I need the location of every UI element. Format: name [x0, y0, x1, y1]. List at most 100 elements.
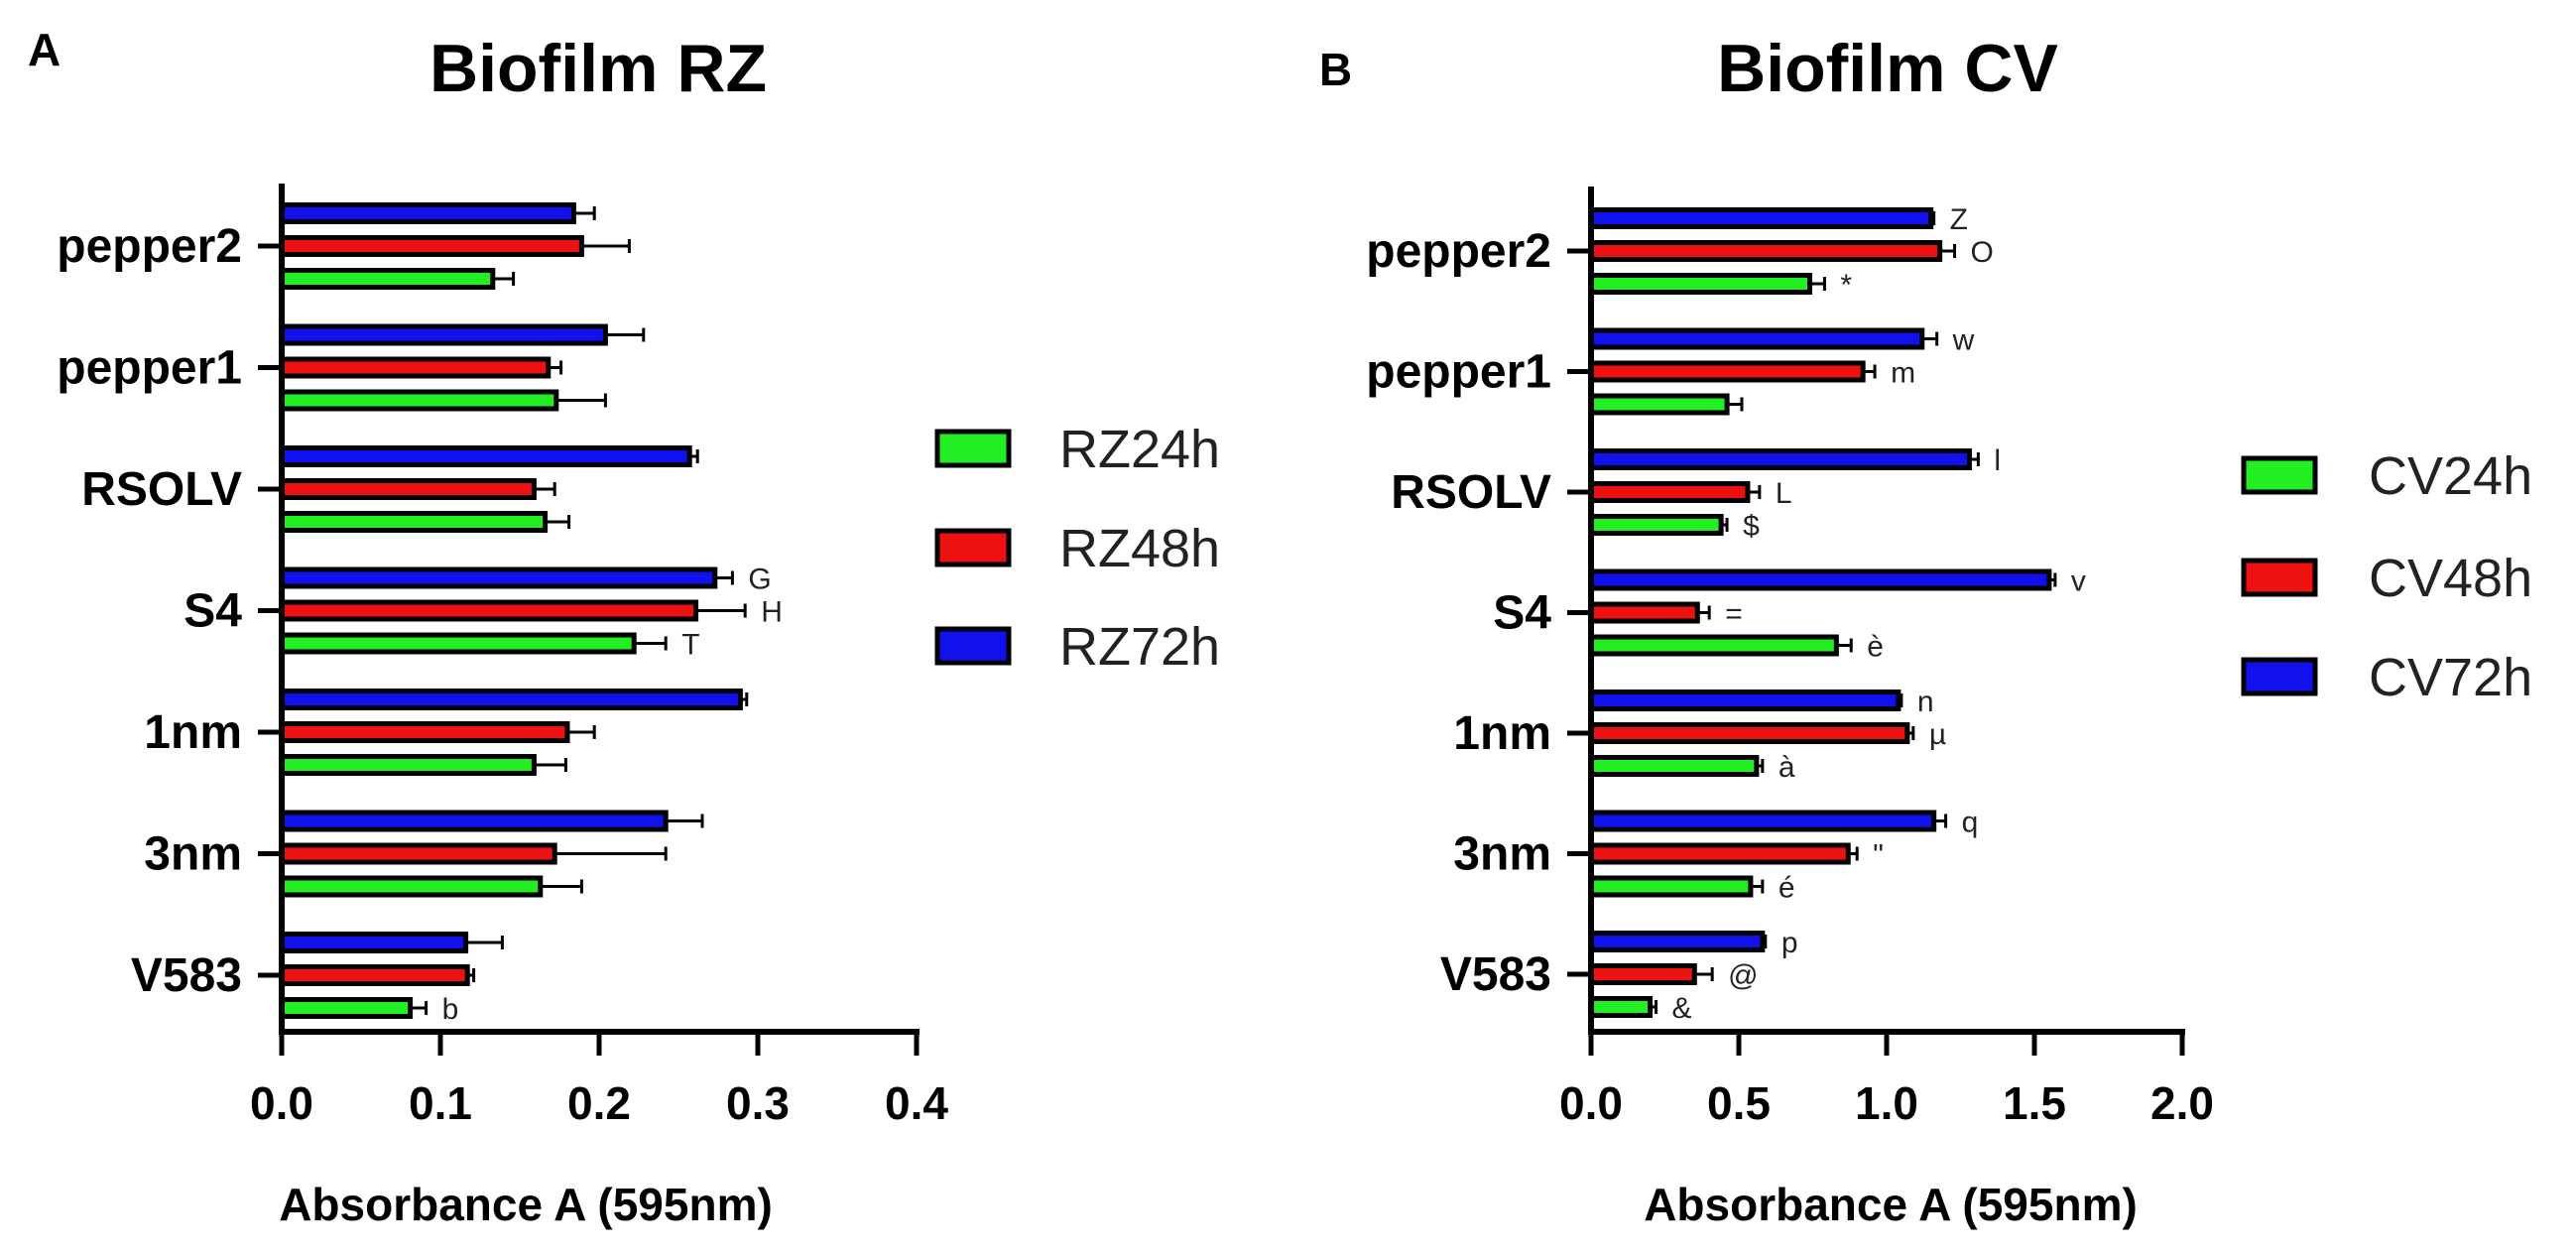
- data-annotation: Z: [1950, 203, 1968, 236]
- legend-swatch: [934, 528, 1012, 567]
- category-label: S4: [184, 585, 242, 638]
- bar: [279, 689, 743, 710]
- category-label: pepper1: [1366, 346, 1551, 399]
- bar: [1588, 810, 1937, 832]
- category-label: V583: [131, 949, 242, 1002]
- data-annotation: b: [442, 993, 459, 1026]
- legend-swatch: [934, 626, 1012, 666]
- legend-label: CV24h: [2369, 446, 2532, 506]
- panel-a: A Biofilm RZ pepper2 pepper1 RSOLV T HG S4 1nm…: [28, 24, 1220, 1230]
- legend-label: RZ24h: [1059, 420, 1220, 479]
- data-annotation: µ: [1929, 718, 1946, 751]
- data-annotation: à: [1779, 751, 1795, 784]
- data-annotation: =: [1725, 598, 1743, 631]
- category-label: 3nm: [1453, 828, 1551, 881]
- category-label: RSOLV: [81, 463, 242, 516]
- data-annotation: p: [1781, 927, 1798, 959]
- x-tick-label: 0.2: [567, 1077, 631, 1129]
- bar: [1588, 240, 1943, 262]
- bar: [1588, 690, 1901, 711]
- bar: [279, 235, 584, 257]
- bar: [1588, 360, 1866, 383]
- legend-label: RZ48h: [1059, 519, 1220, 578]
- category-label: pepper1: [57, 342, 242, 395]
- bar: [279, 997, 414, 1019]
- bar: [279, 202, 576, 224]
- bar: [1588, 931, 1766, 952]
- bar: [1588, 273, 1813, 295]
- x-tick-label: 1.5: [2003, 1077, 2066, 1129]
- category-label: 1nm: [144, 706, 242, 759]
- legend-swatch: [2241, 455, 2318, 495]
- data-annotation: O: [1971, 236, 1994, 269]
- bar: [279, 268, 496, 290]
- bar: [1588, 963, 1697, 985]
- x-tick-label: 0.1: [409, 1077, 472, 1129]
- bar: [1588, 514, 1724, 536]
- data-annotation: m: [1891, 357, 1915, 390]
- bar: [1588, 393, 1730, 416]
- panel-letter: A: [28, 24, 61, 75]
- data-annotation: $: [1743, 510, 1760, 543]
- bar: [279, 511, 549, 533]
- data-annotation: T: [681, 629, 699, 662]
- data-annotation: ": [1873, 839, 1884, 872]
- bar: [279, 599, 699, 622]
- bar: [1588, 448, 1972, 470]
- bar: [1588, 601, 1700, 624]
- bar: [1588, 875, 1754, 898]
- bar: [279, 566, 718, 589]
- x-tick-label: 0.3: [726, 1077, 790, 1129]
- bar: [279, 721, 570, 743]
- chart-title: Biofilm CV: [1717, 31, 2058, 106]
- x-tick-label: 2.0: [2150, 1077, 2214, 1129]
- data-annotation: n: [1917, 686, 1934, 718]
- data-annotation: @: [1728, 959, 1758, 992]
- data-annotation: l: [1994, 444, 2001, 477]
- x-tick-label: 0.4: [885, 1077, 948, 1129]
- data-annotation: è: [1867, 631, 1884, 664]
- x-axis-title: Absorbance A (595nm): [279, 1179, 773, 1230]
- bar: [1588, 481, 1751, 503]
- x-tick-label: 0.0: [1559, 1077, 1623, 1129]
- bar: [1588, 207, 1934, 229]
- x-axis-title: Absorbance A (595nm): [1644, 1179, 2138, 1230]
- data-annotation: v: [2071, 565, 2086, 598]
- category-label: V583: [1440, 948, 1551, 1001]
- legend-swatch: [2241, 657, 2318, 696]
- legend-label: CV48h: [2369, 549, 2532, 608]
- bar: [1588, 996, 1654, 1018]
- bar: [1588, 634, 1839, 657]
- category-label: S4: [1493, 587, 1551, 640]
- legend-swatch: [2241, 558, 2318, 597]
- data-annotation: w: [1952, 324, 1975, 357]
- bar: [279, 323, 608, 346]
- bar: [279, 875, 544, 898]
- x-tick-label: 1.0: [1855, 1077, 1918, 1129]
- legend-label: RZ72h: [1059, 617, 1220, 677]
- category-label: 1nm: [1453, 707, 1551, 760]
- bar: [279, 478, 537, 500]
- data-annotation: &: [1672, 992, 1692, 1025]
- bar: [279, 445, 692, 467]
- bar: [279, 810, 669, 832]
- bar: [1588, 327, 1925, 350]
- bar: [279, 932, 469, 953]
- data-annotation: G: [748, 564, 771, 596]
- data-annotation: q: [1962, 807, 1979, 839]
- chart-title: Biofilm RZ: [429, 31, 767, 106]
- legend-swatch: [934, 429, 1012, 468]
- category-label: 3nm: [144, 828, 242, 881]
- bar: [279, 356, 552, 379]
- category-label: pepper2: [1366, 225, 1551, 278]
- panel-letter: B: [1319, 44, 1352, 95]
- bar: [1588, 755, 1760, 777]
- bar: [279, 842, 557, 865]
- data-annotation: H: [761, 596, 783, 629]
- plot-area: pepper2 pepper1 RSOLV T HG S4 1nm 3nm b V583 0.0 0.…: [57, 184, 1220, 1129]
- bar: [1588, 842, 1851, 865]
- legend-label: CV72h: [2369, 648, 2532, 707]
